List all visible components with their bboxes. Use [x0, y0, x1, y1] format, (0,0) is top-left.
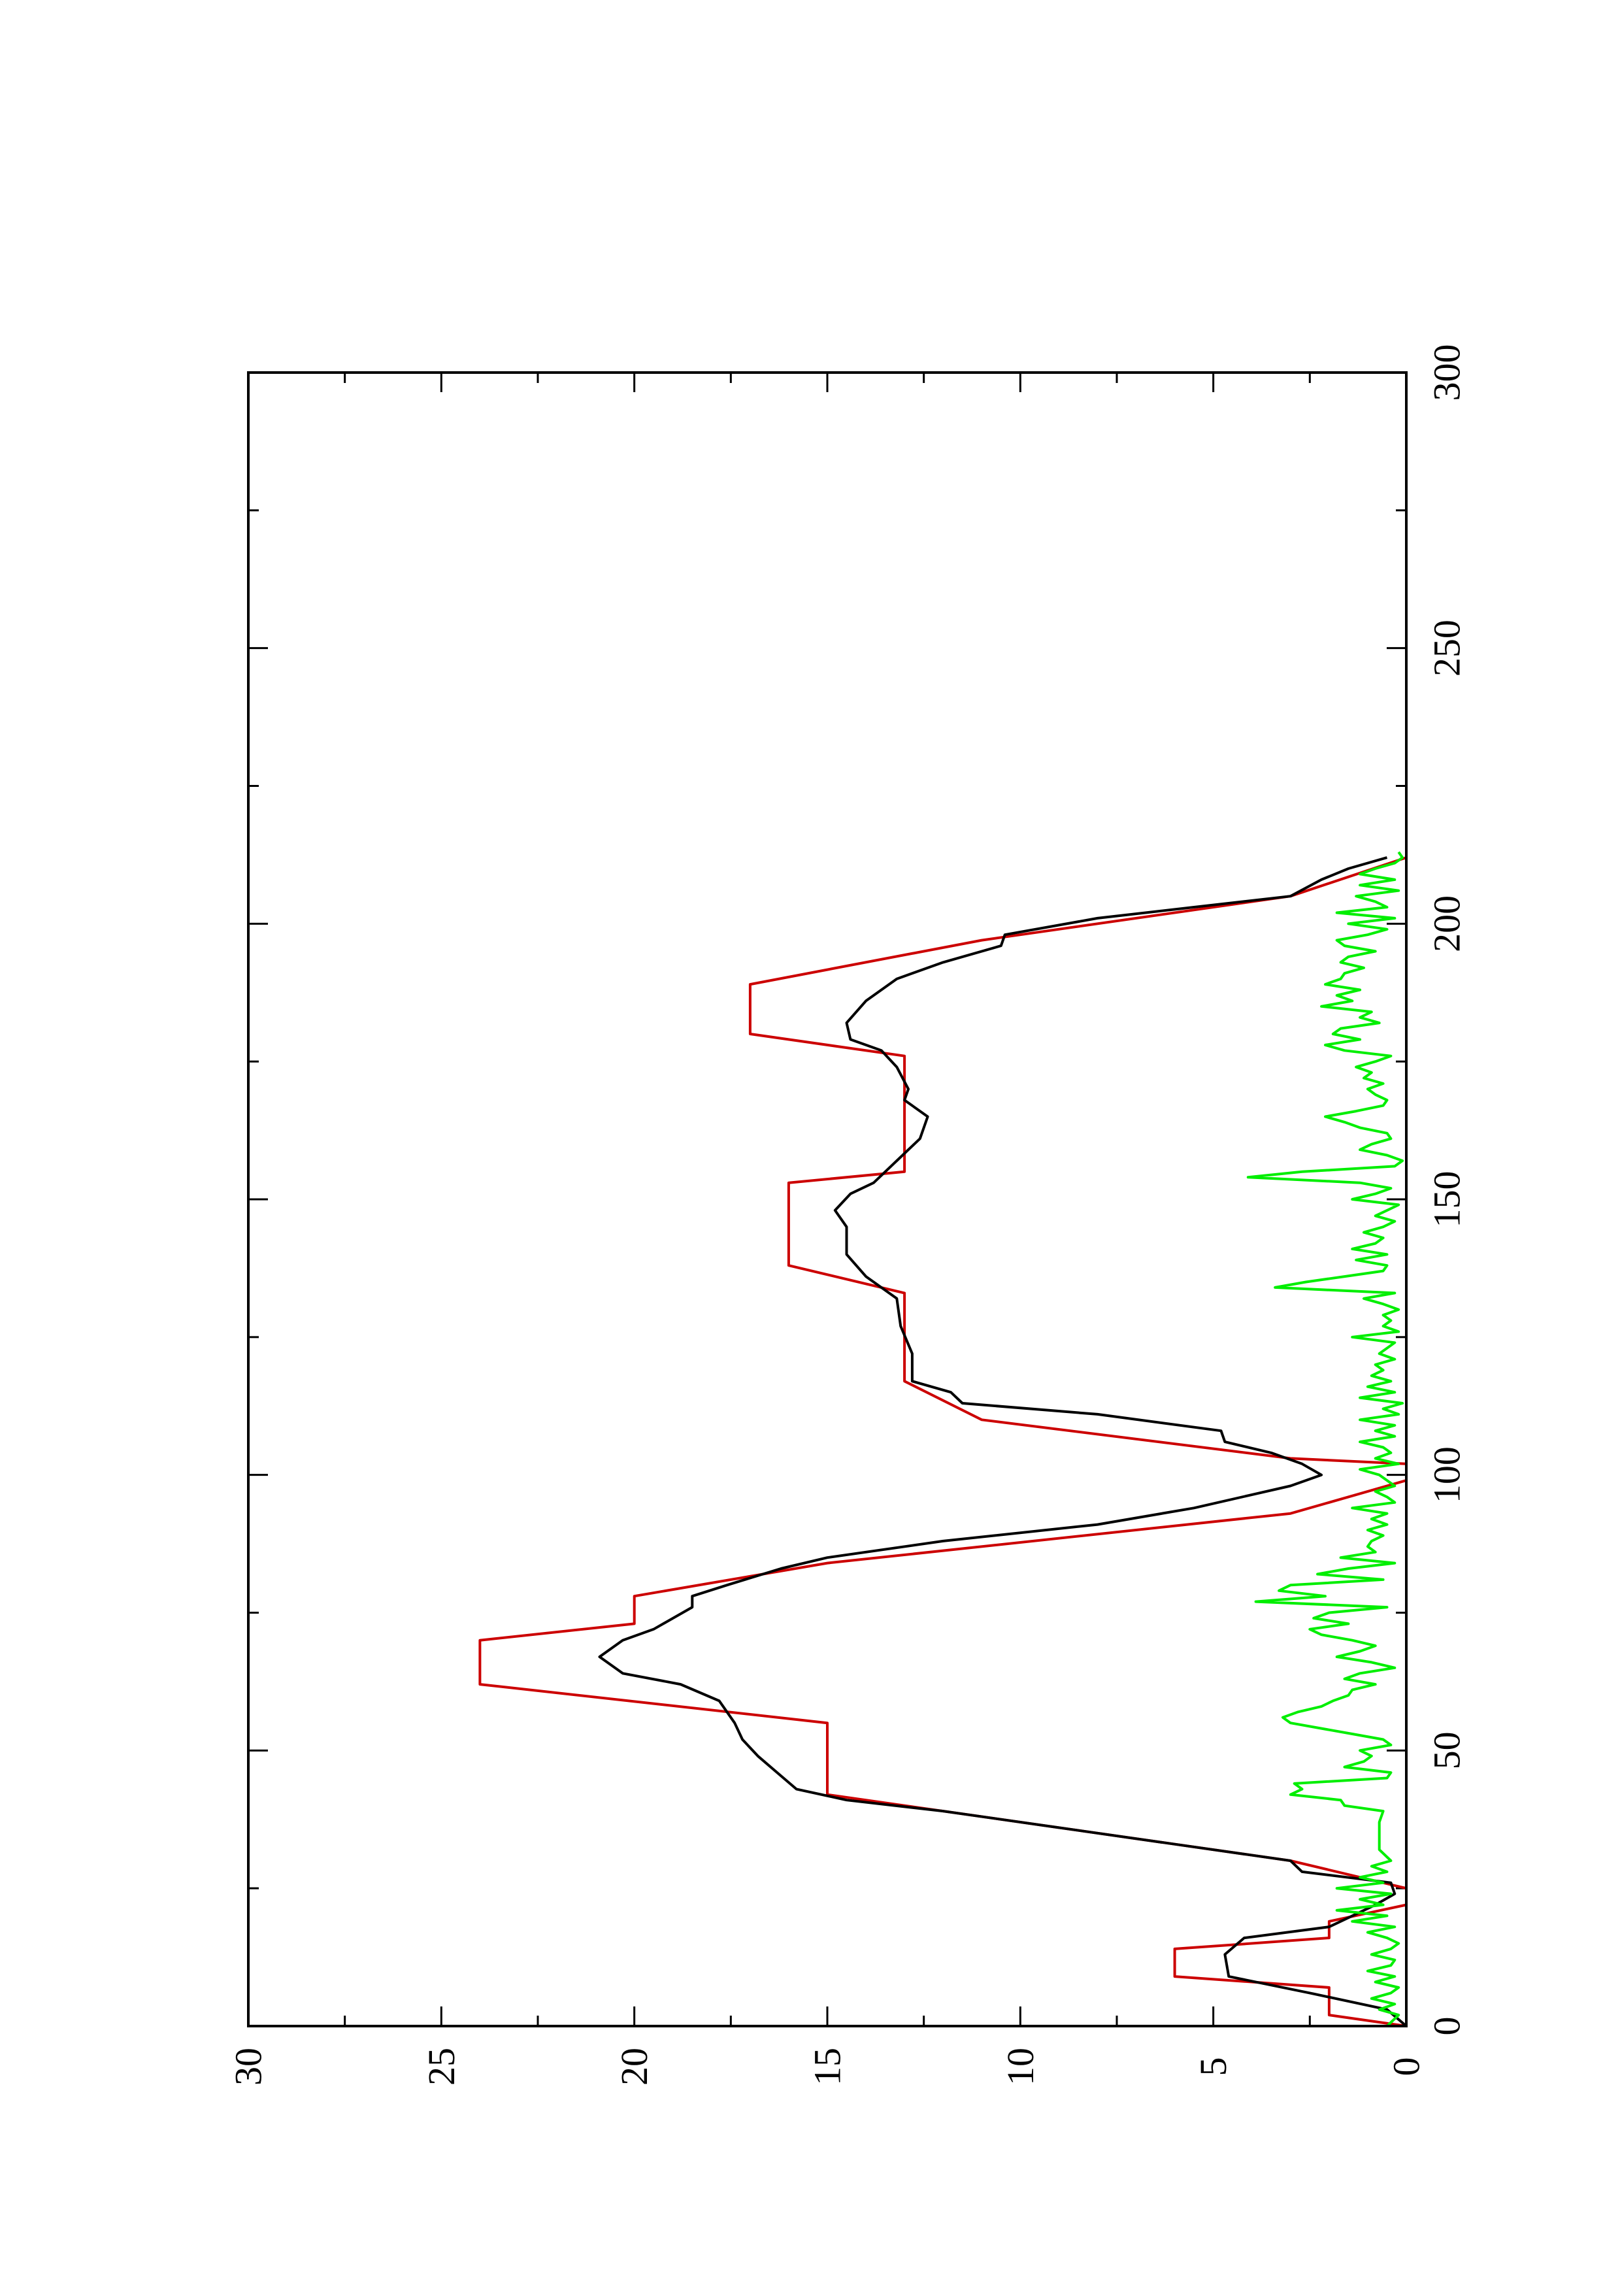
y-tick-label: 25: [420, 2048, 463, 2086]
x-tick-label: 300: [1426, 344, 1468, 401]
x-tick-label: 200: [1426, 895, 1468, 952]
series-line-1: [478, 856, 1408, 2027]
tick-labels: 0 50 100 150 200 250 300 0 5 10 15 20 25 30: [227, 344, 1468, 2086]
x-tick-label: 100: [1426, 1446, 1468, 1503]
series-group: [478, 851, 1408, 2027]
y-tick-label: 15: [806, 2048, 849, 2086]
x-tick-label: 50: [1426, 1731, 1468, 1769]
y-tick-label: 30: [227, 2048, 270, 2086]
series-line-3: [1246, 851, 1404, 2027]
x-tick-label: 250: [1426, 620, 1468, 676]
y-tick-label: 10: [999, 2048, 1042, 2086]
series-line-2: [598, 856, 1408, 2027]
y-tick-label: 20: [613, 2048, 655, 2086]
x-tick-label: 150: [1426, 1171, 1468, 1228]
x-tick-label: 0: [1426, 2017, 1468, 2036]
y-tick-label: 0: [1385, 2057, 1428, 2076]
y-tick-label: 5: [1192, 2057, 1234, 2076]
plot-frame: [247, 371, 1408, 2027]
